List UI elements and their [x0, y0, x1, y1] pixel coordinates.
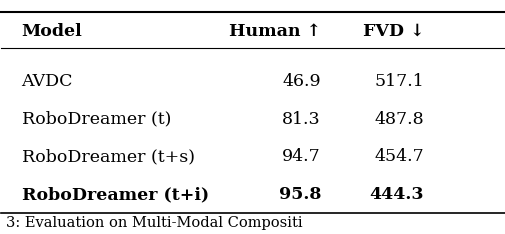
- Text: 81.3: 81.3: [282, 111, 320, 128]
- Text: 46.9: 46.9: [282, 73, 320, 90]
- Text: 454.7: 454.7: [374, 148, 423, 165]
- Text: RoboDreamer (t+s): RoboDreamer (t+s): [22, 148, 194, 165]
- Text: FVD ↓: FVD ↓: [362, 23, 423, 40]
- Text: Model: Model: [22, 23, 82, 40]
- Text: Human ↑: Human ↑: [228, 23, 320, 40]
- Text: 444.3: 444.3: [369, 186, 423, 203]
- Text: RoboDreamer (t+i): RoboDreamer (t+i): [22, 186, 208, 203]
- Text: 517.1: 517.1: [374, 73, 423, 90]
- Text: 487.8: 487.8: [374, 111, 423, 128]
- Text: AVDC: AVDC: [22, 73, 73, 90]
- Text: RoboDreamer (t): RoboDreamer (t): [22, 111, 171, 128]
- Text: 94.7: 94.7: [282, 148, 320, 165]
- Text: 95.8: 95.8: [278, 186, 320, 203]
- Text: 3: Evaluation on Multi-Modal Compositi: 3: Evaluation on Multi-Modal Compositi: [7, 216, 302, 230]
